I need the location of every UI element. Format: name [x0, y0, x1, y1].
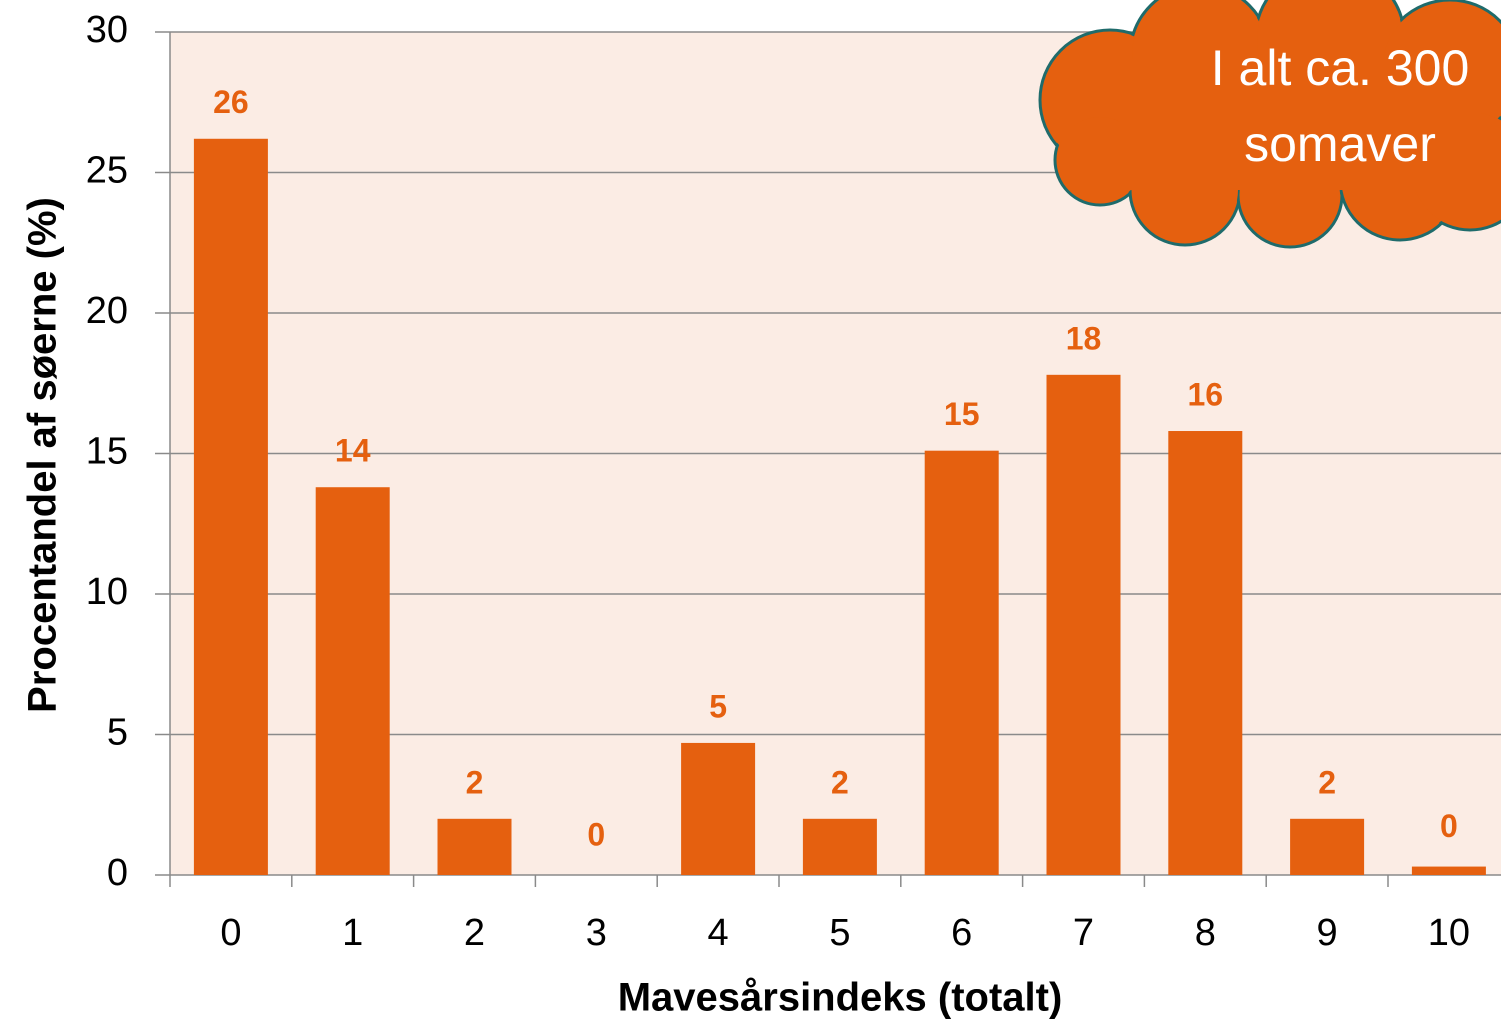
- bar: [316, 487, 390, 875]
- value-label: 15: [944, 396, 980, 432]
- bar: [803, 819, 877, 875]
- x-tick-label: 7: [1073, 912, 1094, 954]
- bar: [925, 451, 999, 875]
- x-tick-label: 4: [708, 912, 729, 954]
- annotation-line: I alt ca. 300: [1211, 40, 1470, 96]
- x-tick-label: 1: [342, 912, 363, 954]
- y-axis-title: Procentandel af søerne (%): [21, 197, 65, 713]
- bar: [194, 139, 268, 875]
- value-label: 0: [1440, 808, 1458, 844]
- bar: [681, 743, 755, 875]
- x-axis-title: Mavesårsindeks (totalt): [618, 976, 1063, 1020]
- bar: [438, 819, 512, 875]
- x-tick-label: 5: [829, 912, 850, 954]
- value-label: 26: [213, 84, 249, 120]
- x-tick-label: 6: [951, 912, 972, 954]
- value-label: 14: [335, 433, 371, 469]
- bar: [1168, 431, 1242, 875]
- value-label: 2: [466, 764, 484, 800]
- y-tick-label: 25: [86, 150, 128, 192]
- annotation-line: somaver: [1244, 116, 1436, 172]
- value-label: 2: [831, 764, 849, 800]
- x-tick-label: 8: [1195, 912, 1216, 954]
- y-tick-label: 5: [107, 712, 128, 754]
- bar: [1047, 375, 1121, 875]
- y-tick-label: 15: [86, 431, 128, 473]
- x-tick-label: 3: [586, 912, 607, 954]
- y-tick-label: 20: [86, 290, 128, 332]
- bar: [1412, 867, 1486, 875]
- value-label: 16: [1188, 376, 1224, 412]
- x-tick-label: 9: [1317, 912, 1338, 954]
- value-label: 5: [709, 688, 727, 724]
- y-tick-label: 0: [107, 852, 128, 894]
- bar: [1290, 819, 1364, 875]
- chart: 0510152025300261142230455261571881692100…: [0, 0, 1501, 1025]
- value-label: 2: [1318, 764, 1336, 800]
- value-label: 0: [587, 816, 605, 852]
- y-tick-label: 30: [86, 9, 128, 51]
- x-tick-label: 0: [220, 912, 241, 954]
- x-tick-label: 2: [464, 912, 485, 954]
- value-label: 18: [1066, 320, 1102, 356]
- y-tick-label: 10: [86, 571, 128, 613]
- x-tick-label: 10: [1428, 912, 1470, 954]
